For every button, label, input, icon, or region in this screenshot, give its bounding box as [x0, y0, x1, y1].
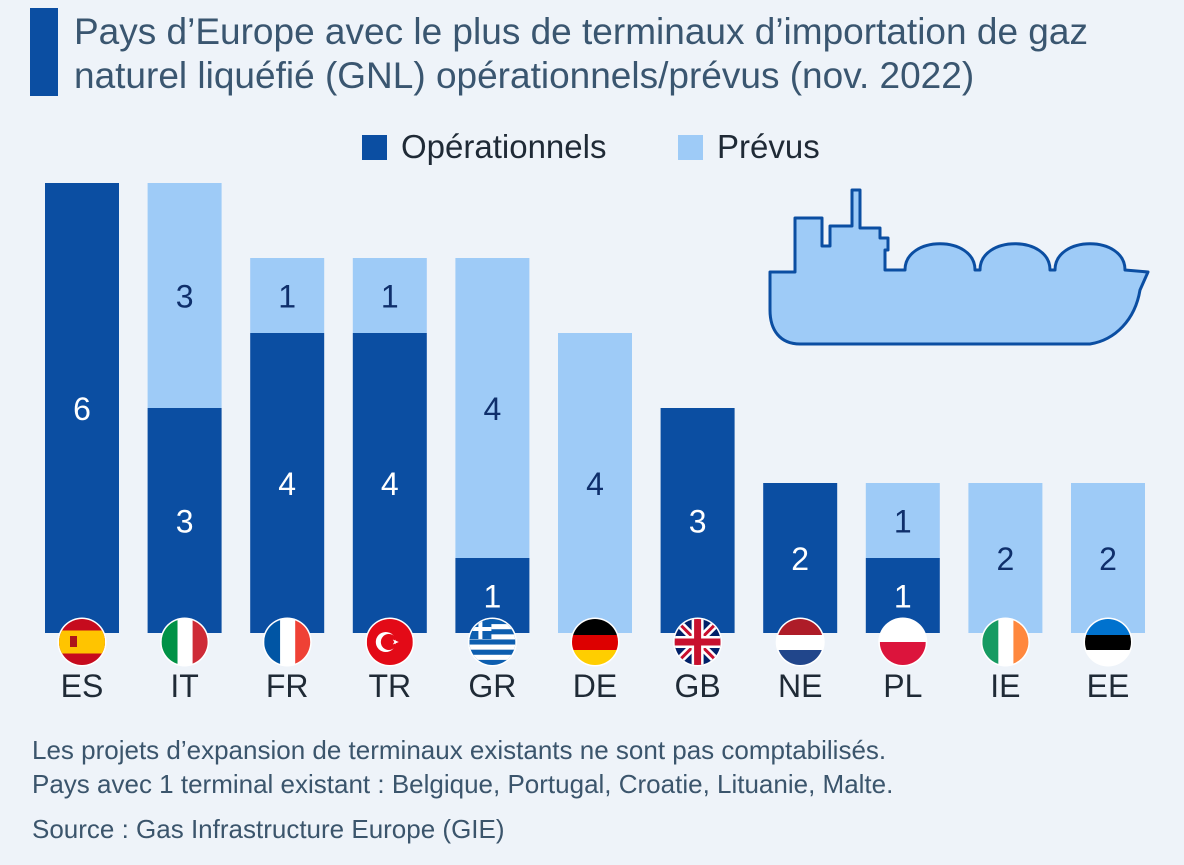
x-tick-label-IE: IE: [990, 668, 1020, 704]
legend-item-planned: Prévus: [678, 128, 820, 166]
x-tick-label-FR: FR: [266, 668, 309, 704]
ireland-flag-icon: [980, 617, 1030, 667]
x-tick-label-GB: GB: [674, 668, 720, 704]
bar-planned-IT: [147, 183, 222, 408]
greece-flag-icon: [467, 617, 517, 667]
lng-ship-icon: [768, 188, 1150, 346]
bar-label-operational-GB: 3: [689, 504, 707, 540]
bar-planned-EE: [1071, 483, 1145, 633]
france-flag-icon: [262, 617, 312, 667]
legend-swatch-operational: [362, 134, 387, 160]
bar-label-operational-IT: 3: [176, 504, 194, 540]
bar-planned-FR: [250, 258, 325, 333]
x-tick-label-IT: IT: [170, 668, 198, 704]
bar-label-operational-ES: 6: [73, 391, 91, 427]
x-tick-label-DE: DE: [573, 668, 617, 704]
germany-flag-icon: [570, 617, 620, 667]
bar-planned-GR: [455, 258, 530, 558]
x-tick-label-EE: EE: [1087, 668, 1130, 704]
legend-label-planned: Prévus: [717, 128, 820, 165]
chart-title: Pays d’Europe avec le plus de terminaux …: [74, 11, 1088, 96]
bar-label-operational-PL: 1: [894, 579, 912, 615]
bar-label-planned-TR: 1: [381, 279, 399, 315]
x-tick-label-PL: PL: [883, 668, 922, 704]
bar-planned-PL: [865, 483, 940, 558]
bar-label-planned-IT: 3: [176, 279, 194, 315]
bar-operational-ES: [45, 183, 119, 633]
poland-flag-icon: [878, 617, 928, 667]
bar-label-planned-PL: 1: [894, 504, 912, 540]
x-tick-label-ES: ES: [61, 668, 104, 704]
legend-item-operational: Opérationnels: [362, 128, 606, 166]
note-line-2: Pays avec 1 terminal existant : Belgique…: [32, 769, 894, 799]
x-tick-label-NE: NE: [778, 668, 822, 704]
bar-label-operational-FR: 4: [278, 466, 296, 502]
legend-label-operational: Opérationnels: [401, 128, 607, 165]
stacked-bar-chart: 6 ES 3 3 IT 4 1 FR 4 1 TR 1 4 GR 4 DE 3 GB 2 NE 1 1 PL 2 IE 2 EE: [45, 183, 1150, 704]
spain-flag-icon: [57, 617, 107, 667]
bar-label-planned-FR: 1: [278, 279, 296, 315]
source-note: Source : Gas Infrastructure Europe (GIE): [32, 814, 505, 844]
bar-label-planned-GR: 4: [484, 391, 502, 427]
legend-swatch-planned: [678, 134, 703, 160]
title-accent-bar: [30, 8, 58, 96]
bar-label-operational-GR: 1: [484, 579, 502, 615]
netherlands-flag-icon: [775, 617, 825, 667]
bar-label-planned-EE: 2: [1099, 541, 1117, 577]
bar-planned-TR: [352, 258, 427, 333]
bar-label-planned-IE: 2: [997, 541, 1015, 577]
turkey-flag-icon: [365, 617, 415, 667]
x-tick-label-TR: TR: [368, 668, 411, 704]
bar-planned-IE: [968, 483, 1043, 633]
uk-flag-icon: [673, 617, 723, 667]
bar-operational-GB: [660, 408, 735, 633]
bar-label-operational-NE: 2: [791, 541, 809, 577]
bar-label-operational-TR: 4: [381, 466, 399, 502]
bar-operational-TR: [352, 333, 427, 633]
x-tick-label-GR: GR: [468, 668, 516, 704]
bar-planned-DE: [558, 333, 632, 633]
bar-operational-IT: [147, 408, 222, 633]
note-line-1: Les projets d’expansion de terminaux exi…: [32, 735, 887, 765]
bar-operational-NE: [763, 483, 838, 633]
bar-label-planned-DE: 4: [586, 466, 604, 502]
estonia-flag-icon: [1083, 617, 1133, 667]
bar-operational-FR: [250, 333, 325, 633]
italy-flag-icon: [160, 617, 210, 667]
